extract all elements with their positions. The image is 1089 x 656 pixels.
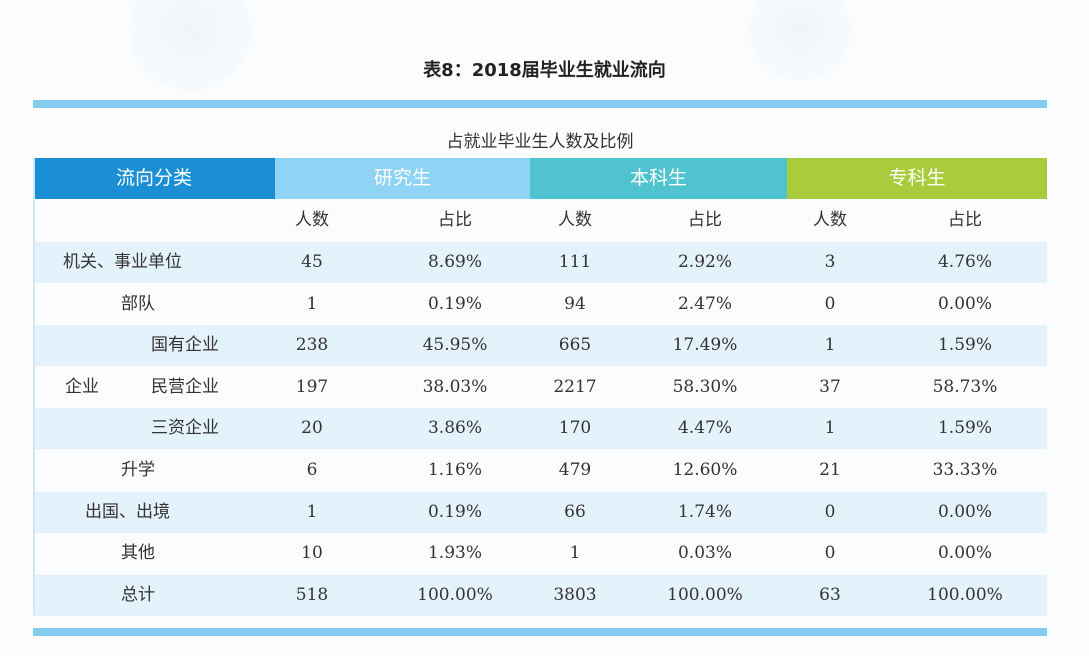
cell: 21 [819,460,841,480]
cell: 100.00% [417,584,493,605]
subheader-ratio: 占比 [688,210,722,230]
cell: 0.19% [427,501,482,522]
table-title: 表8：2018届毕业生就业流向 [423,60,666,81]
row-label: 机关、事业单位 [63,252,182,272]
cell: 0 [824,543,836,564]
row-label: 国有企业 [151,335,219,356]
cell: 0.19% [427,293,482,314]
cell: 12.60% [672,460,738,480]
cell: 45 [301,252,323,272]
cell: 3803 [553,584,597,605]
cell: 45.95% [422,335,488,356]
table-subtitle: 占就业毕业生人数及比例 [446,132,634,152]
row-label: 其他 [121,543,155,564]
cell: 1 [824,335,836,356]
table-row: 机关、事业单位 45 8.69% 111 2.92% 3 4.76% [33,242,1047,283]
table-row: 国有企业 238 45.95% 665 17.49% 1 1.59% [33,325,1047,367]
cell: 1.59% [937,418,992,439]
subheader-count: 人数 [295,210,329,230]
row-label: 三资企业 [151,418,219,439]
cell: 37 [819,376,841,397]
cell: 665 [558,335,592,356]
row-label: 民营企业 [151,376,219,397]
cell: 66 [564,501,586,522]
cell: 111 [558,252,592,272]
table-row: 升学 6 1.16% 479 12.60% 21 33.33% [33,450,1047,491]
cell: 20 [301,418,323,439]
header-undergraduate: 本科生 [530,158,787,199]
cell: 8.69% [427,252,482,272]
cell: 33.33% [932,460,998,480]
cell: 6 [306,460,318,480]
header-college: 专科生 [787,158,1047,199]
cell: 1.74% [677,501,732,522]
cell: 479 [558,460,592,480]
table-row: 其他 10 1.93% 1 0.03% 0 0.00% [33,533,1047,574]
table-row: 出国、出境 1 0.19% 66 1.74% 0 0.00% [33,491,1047,533]
table-row: 民营企业 企业 197 38.03% 2217 58.30% 37 58.73% [33,367,1047,408]
left-border [33,158,35,615]
cell: 0.00% [937,543,992,564]
cell: 63 [819,584,841,605]
cell: 58.30% [672,376,738,397]
top-divider [33,100,1047,108]
table-row: 三资企业 20 3.86% 170 4.47% 1 1.59% [33,408,1047,450]
cell: 38.03% [422,376,488,397]
subheader-ratio: 占比 [948,210,982,230]
bottom-divider [33,628,1047,636]
subheader-ratio: 占比 [438,210,472,230]
cell: 2.47% [677,293,732,314]
cell: 58.73% [932,376,998,397]
cell: 0 [824,501,836,522]
cell: 10 [301,543,323,564]
cell: 197 [295,376,329,397]
table-row: 部队 1 0.19% 94 2.47% 0 0.00% [33,284,1047,325]
row-label: 部队 [121,293,155,314]
cell: 3.86% [427,418,482,439]
cell: 100.00% [667,584,743,605]
cell: 3 [824,252,836,272]
cell: 0.00% [937,501,992,522]
row-label: 出国、出境 [85,501,170,522]
header-graduate: 研究生 [275,158,530,199]
subheader-row: 人数 占比 人数 占比 人数 占比 [33,200,1047,241]
cell: 1 [306,501,318,522]
cell: 2217 [553,376,597,397]
cell: 170 [558,418,592,439]
cell: 17.49% [672,335,738,356]
cell: 1.59% [937,335,992,356]
cell: 1.16% [427,460,482,480]
header-category: 流向分类 [33,158,275,199]
cell: 100.00% [927,584,1003,605]
group-label: 企业 [65,376,99,397]
subheader-count: 人数 [813,210,847,230]
cell: 0.00% [937,293,992,314]
cell: 1 [306,293,318,314]
cell: 0.03% [677,543,732,564]
row-label: 总计 [121,584,155,605]
cell: 1.93% [427,543,482,564]
table-row: 总计 518 100.00% 3803 100.00% 63 100.00% [33,574,1047,616]
cell: 2.92% [677,252,732,272]
cell: 518 [295,584,329,605]
cell: 1 [824,418,836,439]
cell: 94 [564,293,586,314]
cell: 4.47% [677,418,732,439]
cell: 0 [824,293,836,314]
cell: 1 [569,543,581,564]
row-label: 升学 [121,460,155,480]
cell: 238 [295,335,329,356]
cell: 4.76% [937,252,992,272]
subheader-count: 人数 [558,210,592,230]
